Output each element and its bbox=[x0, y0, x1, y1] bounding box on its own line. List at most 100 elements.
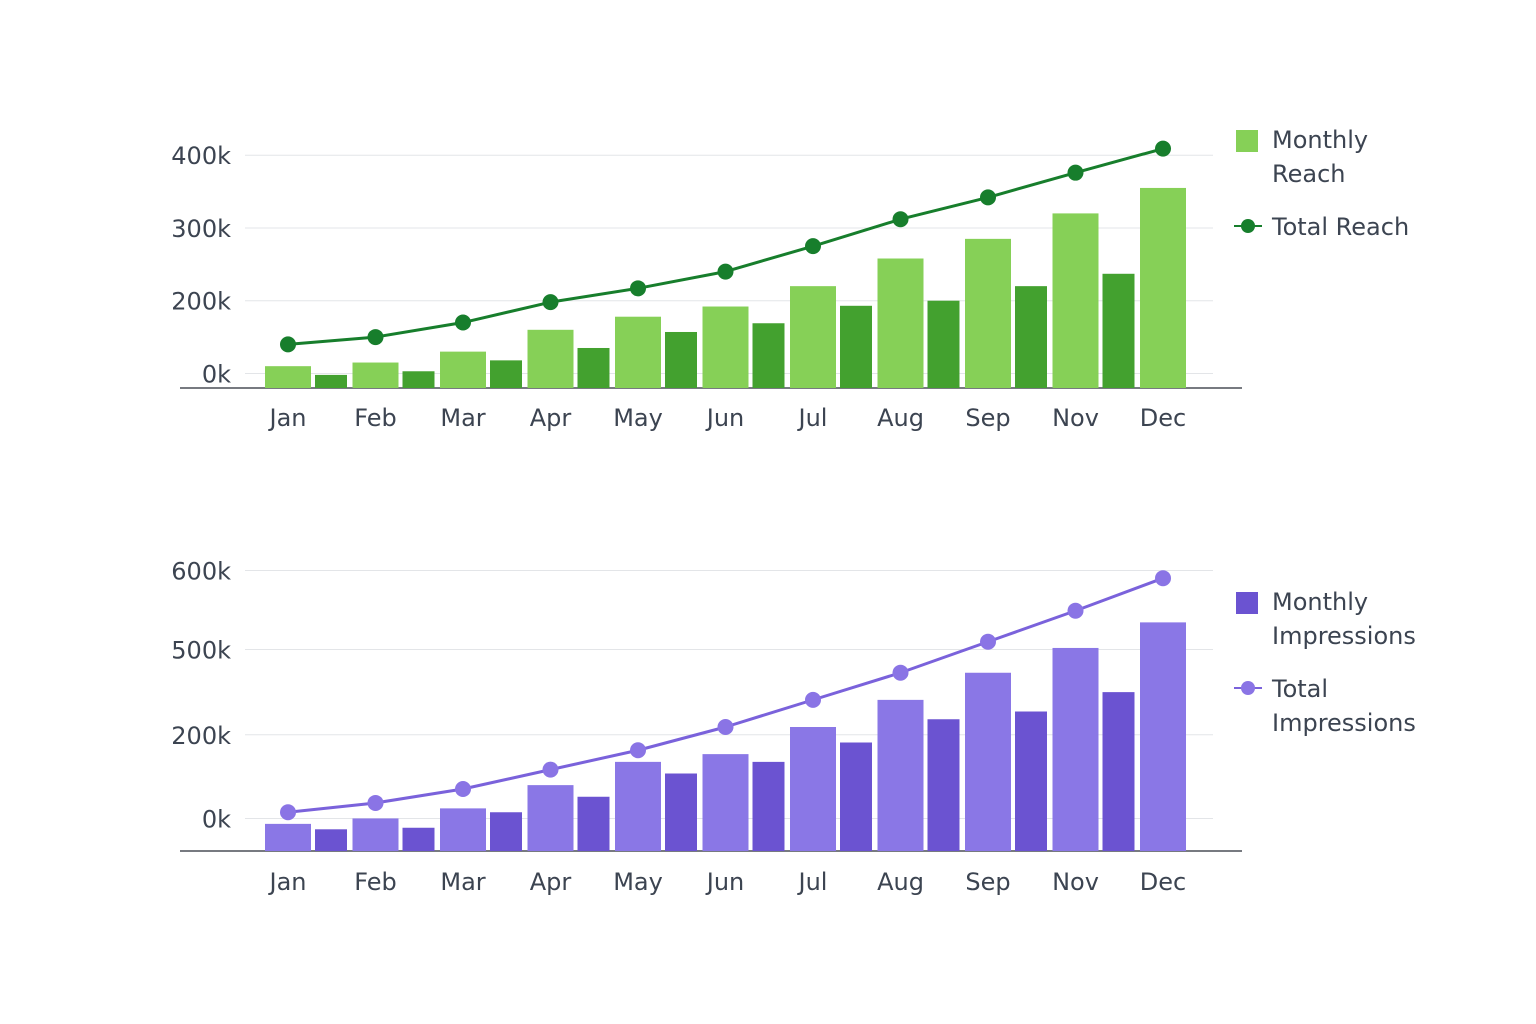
x-tick-label: Mar bbox=[440, 868, 485, 896]
y-tick-label: 0k bbox=[202, 805, 231, 833]
bar-secondary bbox=[315, 374, 347, 388]
x-tick-label: Jul bbox=[797, 404, 828, 432]
bar-monthly-reach bbox=[440, 351, 486, 388]
line-point bbox=[630, 280, 646, 297]
line-point bbox=[805, 238, 821, 255]
x-tick-label: Feb bbox=[354, 404, 397, 432]
x-tick-label: Aug bbox=[877, 404, 924, 432]
bar-secondary bbox=[1015, 286, 1047, 388]
line-point bbox=[892, 664, 909, 681]
legend-label-bar: Monthly bbox=[1272, 588, 1368, 616]
bar-secondary bbox=[840, 742, 872, 851]
x-tick-label: Jun bbox=[705, 404, 745, 432]
bar-secondary bbox=[752, 323, 785, 388]
bar-secondary bbox=[927, 300, 960, 388]
y-tick-label: 400k bbox=[171, 142, 231, 170]
bar-secondary bbox=[665, 773, 697, 851]
x-tick-label: Sep bbox=[965, 404, 1010, 432]
line-point bbox=[542, 294, 559, 311]
line-point bbox=[980, 633, 996, 650]
x-tick-label: Jan bbox=[268, 404, 307, 432]
legend-label-bar: Impressions bbox=[1272, 622, 1416, 650]
line-point bbox=[980, 189, 996, 206]
line-point bbox=[1155, 570, 1171, 587]
bar-monthly-impressions bbox=[527, 785, 574, 851]
bar-secondary bbox=[752, 761, 785, 851]
bar-secondary bbox=[1102, 692, 1135, 851]
line-point bbox=[1067, 164, 1084, 181]
line-point bbox=[892, 211, 909, 228]
bar-secondary bbox=[840, 305, 872, 388]
y-tick-label: 200k bbox=[171, 288, 231, 316]
legend-label-line: Total bbox=[1271, 675, 1328, 703]
line-point bbox=[280, 804, 296, 821]
line-point bbox=[1155, 140, 1171, 157]
bar-monthly-impressions bbox=[265, 823, 311, 851]
x-tick-label: Jan bbox=[268, 868, 307, 896]
bar-secondary bbox=[315, 829, 347, 851]
bar-monthly-impressions bbox=[440, 808, 486, 851]
bar-secondary bbox=[402, 371, 435, 388]
line-point bbox=[455, 781, 471, 797]
y-tick-label: 200k bbox=[171, 722, 231, 750]
bar-monthly-reach bbox=[352, 362, 399, 388]
line-point bbox=[630, 742, 646, 759]
impressions-chart: 0k 200k 500k 600k Jan Feb Mar Apr May Jun Jul Aug Se… bbox=[171, 557, 1416, 896]
y-tick-label: 500k bbox=[171, 637, 231, 665]
line-point bbox=[367, 794, 384, 811]
bar-monthly-reach bbox=[877, 258, 924, 388]
line-point bbox=[455, 314, 471, 331]
legend-label-line: Impressions bbox=[1272, 709, 1416, 737]
x-tick-label: Dec bbox=[1140, 404, 1186, 432]
bar-monthly-impressions bbox=[615, 761, 661, 851]
bar-secondary bbox=[577, 796, 610, 851]
legend-label-line: Total Reach bbox=[1271, 213, 1409, 241]
x-tick-label: Apr bbox=[530, 404, 572, 432]
x-tick-label: Nov bbox=[1052, 404, 1099, 432]
line-point bbox=[1067, 602, 1084, 619]
bar-monthly-impressions bbox=[1052, 647, 1099, 851]
x-tick-label: Nov bbox=[1052, 868, 1099, 896]
y-tick-label: 600k bbox=[171, 557, 231, 585]
bar-monthly-reach bbox=[1052, 213, 1099, 388]
bar-secondary bbox=[1102, 273, 1135, 388]
x-tick-label: Apr bbox=[530, 868, 572, 896]
bar-monthly-impressions bbox=[352, 818, 399, 851]
y-tick-label: 0k bbox=[202, 360, 231, 388]
bar-monthly-impressions bbox=[877, 699, 924, 851]
bar-monthly-reach bbox=[615, 316, 661, 388]
x-tick-label: Feb bbox=[354, 868, 397, 896]
bar-secondary bbox=[490, 360, 522, 388]
bar-secondary bbox=[927, 719, 960, 851]
bar-secondary bbox=[490, 812, 522, 851]
bar-monthly-reach bbox=[702, 306, 749, 388]
line-point bbox=[542, 761, 559, 778]
x-tick-label: Jun bbox=[705, 868, 745, 896]
line-point bbox=[280, 336, 296, 353]
bar-secondary bbox=[1015, 711, 1047, 851]
y-tick-label: 300k bbox=[171, 215, 231, 243]
reach-chart: 0k 200k 300k 400k Jan Feb Mar Apr May Jun Jul Aug Se… bbox=[171, 126, 1409, 432]
bar-monthly-reach bbox=[265, 366, 311, 388]
x-tick-label: Aug bbox=[877, 868, 924, 896]
bar-monthly-reach bbox=[527, 329, 574, 388]
legend-swatch-bar bbox=[1236, 592, 1258, 614]
x-tick-label: Sep bbox=[965, 868, 1010, 896]
legend-label-bar: Monthly bbox=[1272, 126, 1368, 154]
x-tick-label: May bbox=[613, 404, 663, 432]
x-tick-label: Mar bbox=[440, 404, 485, 432]
bar-monthly-reach bbox=[1140, 187, 1186, 388]
line-point bbox=[717, 263, 734, 280]
bar-monthly-impressions bbox=[1140, 622, 1186, 851]
x-tick-label: Jul bbox=[797, 868, 828, 896]
bar-monthly-impressions bbox=[790, 727, 836, 851]
bar-secondary bbox=[577, 347, 610, 388]
line-point bbox=[367, 329, 384, 346]
bar-monthly-impressions bbox=[965, 672, 1011, 851]
bar-monthly-reach bbox=[965, 238, 1011, 388]
legend-label-bar: Reach bbox=[1272, 160, 1345, 188]
x-tick-label: Dec bbox=[1140, 868, 1186, 896]
legend-swatch-bar bbox=[1236, 130, 1258, 152]
bar-monthly-reach bbox=[790, 286, 836, 388]
